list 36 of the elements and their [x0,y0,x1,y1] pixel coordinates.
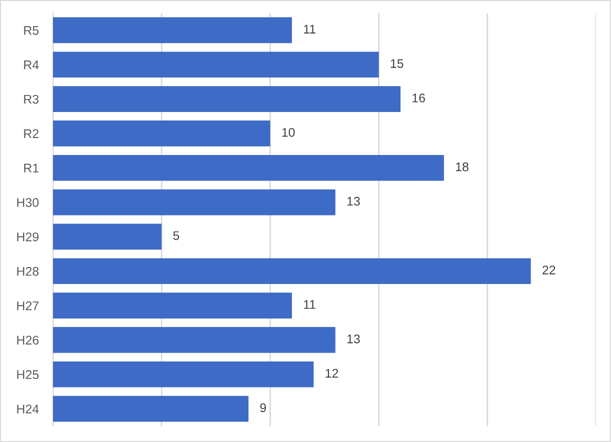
bar [53,17,292,44]
y-tick-label: R4 [24,60,39,70]
bar [53,52,379,78]
bar [53,292,292,318]
bar [53,189,336,216]
bar [53,327,336,353]
data-label: 18 [456,162,468,172]
data-label: 11 [304,300,316,309]
data-label: 13 [347,196,360,206]
y-tick-label: H26 [17,336,39,345]
y-tick-label: H30 [17,198,39,207]
data-label: 10 [282,128,295,137]
data-label: 12 [326,368,338,378]
bar [53,120,270,146]
data-label: 22 [542,266,556,274]
data-label: 13 [347,334,360,344]
data-label: 5 [173,231,180,240]
bar [53,258,531,284]
y-tick-label: R2 [24,129,38,138]
bar [53,361,314,388]
bar [53,396,248,422]
y-tick-label: H24 [17,404,39,414]
y-tick-label: R1 [24,164,38,172]
data-label: 9 [260,403,266,412]
y-tick-label: H28 [17,266,39,276]
data-label: 16 [412,94,425,102]
y-tick-label: R3 [24,94,39,104]
bar [53,154,444,181]
data-label: 11 [304,24,316,34]
y-tick-label: H27 [17,301,38,310]
bar [53,86,401,112]
y-tick-label: R5 [24,26,39,35]
y-tick-label: H29 [17,232,39,242]
bar [53,224,162,250]
data-label: 15 [390,59,404,68]
y-tick-label: H25 [17,370,39,380]
